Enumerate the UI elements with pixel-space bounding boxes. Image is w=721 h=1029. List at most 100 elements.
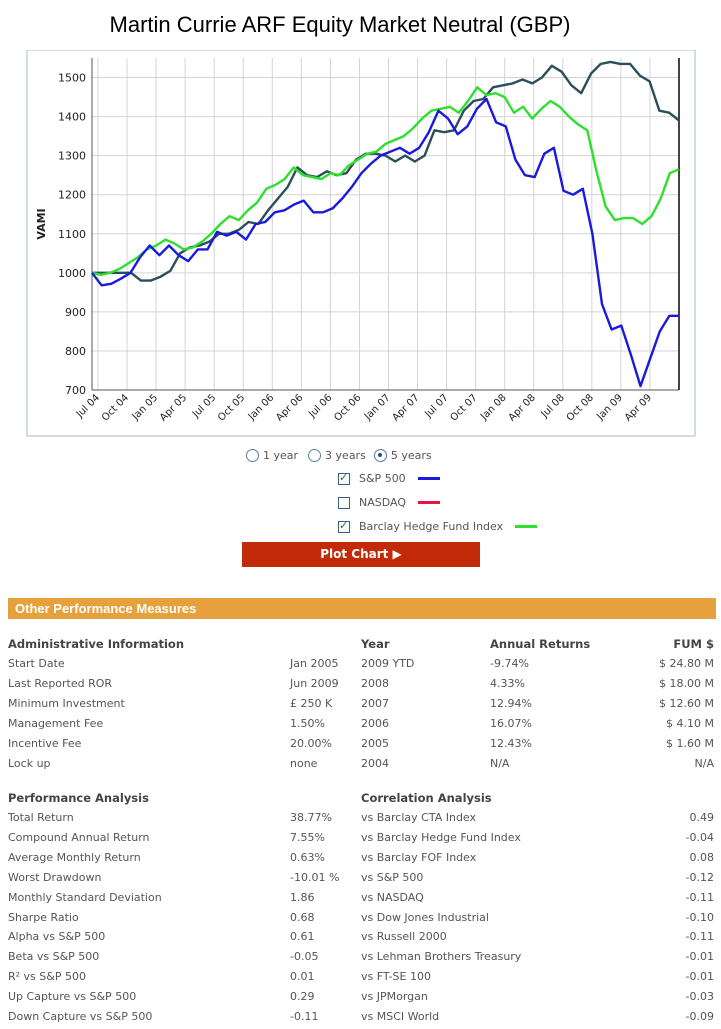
performance-label: Average Monthly Return — [8, 851, 141, 864]
series-line-barclay-hedge-fund-index — [91, 86, 680, 277]
section-header: Other Performance Measures — [8, 598, 716, 619]
y-tick-label: 1200 — [58, 189, 86, 202]
admin-label: Management Fee — [8, 717, 104, 730]
year-cell: 2004 — [361, 757, 389, 770]
performance-label: Compound Annual Return — [8, 831, 150, 844]
correlation-label: vs S&P 500 — [361, 871, 424, 884]
y-tick-label: 1300 — [58, 150, 86, 163]
correlation-label: vs Dow Jones Industrial — [361, 911, 489, 924]
performance-value: 0.01 — [290, 970, 315, 983]
fum-cell: N/A — [694, 757, 714, 770]
annual-return-cell: 12.43% — [490, 737, 532, 750]
performance-value: 38.77% — [290, 811, 332, 824]
admin-label: Last Reported ROR — [8, 677, 113, 690]
range-radio-3years[interactable] — [308, 449, 322, 462]
admin-value: £ 250 K — [290, 697, 333, 710]
performance-label: Alpha vs S&P 500 — [8, 930, 106, 943]
admin-header: Administrative Information — [8, 637, 185, 651]
performance-value: 7.55% — [290, 831, 325, 844]
legend-swatch — [515, 525, 538, 528]
year-header: Year — [361, 637, 390, 651]
nasdaq-checkbox[interactable] — [338, 496, 350, 509]
correlation-label: vs FT-SE 100 — [361, 970, 431, 983]
performance-value: 1.86 — [290, 891, 315, 904]
correlation-value: 0.08 — [689, 851, 715, 864]
correlation-label: vs NASDAQ — [361, 891, 424, 904]
range-label-1year: 1 year — [263, 449, 299, 462]
legend-label: Barclay Hedge Fund Index — [359, 520, 504, 533]
sp500-checkbox[interactable] — [338, 471, 350, 485]
performance-value: 0.61 — [290, 930, 315, 943]
admin-label: Lock up — [8, 757, 51, 770]
performance-label: R² vs S&P 500 — [8, 970, 86, 983]
correlation-label: vs Barclay FOF Index — [361, 851, 477, 864]
annual-return-cell: 16.07% — [490, 717, 532, 730]
range-selector: 1 year 3 years 5 years — [246, 449, 432, 462]
performance-label: Sharpe Ratio — [8, 911, 79, 924]
performance-value: 0.29 — [290, 990, 315, 1003]
performance-label: Monthly Standard Deviation — [8, 891, 162, 904]
correlation-value: -0.01 — [685, 950, 714, 963]
range-label-3years: 3 years — [325, 449, 366, 462]
annual-return-cell: 12.94% — [490, 697, 532, 710]
admin-label: Minimum Investment — [8, 697, 125, 710]
legend-label: S&P 500 — [359, 472, 406, 485]
correlation-value: 0.49 — [689, 811, 715, 824]
performance-label: Beta vs S&P 500 — [8, 950, 100, 963]
year-cell: 2007 — [361, 697, 389, 710]
range-radio-1year[interactable] — [246, 449, 259, 462]
correlation-label: vs Barclay Hedge Fund Index — [361, 831, 521, 844]
correlation-value: -0.03 — [685, 990, 714, 1003]
series-line-s-p-500 — [91, 97, 679, 388]
fum-header: FUM $ — [673, 637, 714, 651]
admin-value: Jun 2009 — [290, 677, 339, 690]
fum-cell: $ 4.10 M — [666, 717, 714, 730]
performance-label: Down Capture vs S&P 500 — [8, 1010, 153, 1023]
range-label-5years: 5 years — [390, 449, 432, 462]
legend-swatch — [417, 477, 440, 480]
annual-return-cell: N/A — [490, 757, 510, 770]
legend-barclay: Barclay Hedge Fund Index — [338, 519, 538, 533]
admin-label: Incentive Fee — [8, 737, 82, 750]
correlation-header: Correlation Analysis — [361, 791, 492, 805]
correlation-value: -0.04 — [685, 831, 714, 844]
correlation-label: vs MSCI World — [361, 1010, 440, 1023]
y-tick-label: 1000 — [58, 267, 86, 280]
year-cell: 2009 YTD — [361, 657, 415, 670]
fum-cell: $ 24.80 M — [659, 657, 714, 670]
legend-swatch — [418, 501, 441, 504]
y-axis-label: VAMI — [35, 208, 48, 239]
performance-label: Up Capture vs S&P 500 — [8, 990, 137, 1003]
performance-value: 0.63% — [290, 851, 325, 864]
correlation-label: vs JPMorgan — [361, 990, 428, 1003]
year-cell: 2006 — [361, 717, 389, 730]
legend-label: NASDAQ — [359, 496, 407, 509]
performance-value: -0.11 — [290, 1010, 319, 1023]
correlation-label: vs Russell 2000 — [361, 930, 447, 943]
performance-label: Total Return — [8, 811, 74, 824]
plot-chart-button[interactable]: Plot Chart ▶ — [242, 542, 480, 567]
correlation-value: -0.01 — [685, 970, 714, 983]
page-title: Martin Currie ARF Equity Market Neutral … — [109, 12, 571, 37]
correlation-value: -0.11 — [685, 930, 714, 943]
admin-value: 1.50% — [290, 717, 325, 730]
correlation-value: -0.12 — [685, 871, 714, 884]
admin-label: Start Date — [8, 657, 65, 670]
performance-header: Performance Analysis — [8, 791, 149, 805]
fum-cell: $ 1.60 M — [666, 737, 714, 750]
barclay-checkbox[interactable] — [338, 519, 350, 533]
correlation-value: -0.10 — [685, 911, 714, 924]
y-tick-label: 900 — [65, 306, 86, 319]
admin-value: Jan 2005 — [290, 657, 339, 670]
fum-cell: $ 12.60 M — [659, 697, 714, 710]
range-radio-5years[interactable] — [373, 449, 387, 462]
plot-area — [92, 58, 679, 390]
fum-cell: $ 18.00 M — [659, 677, 714, 690]
correlation-label: vs Barclay CTA Index — [361, 811, 477, 824]
performance-value: -10.01 % — [290, 871, 340, 884]
correlation-value: -0.09 — [685, 1010, 714, 1023]
legend-sp500: S&P 500 — [338, 471, 440, 485]
annual-returns-header: Annual Returns — [490, 637, 591, 651]
admin-value: none — [290, 757, 318, 770]
